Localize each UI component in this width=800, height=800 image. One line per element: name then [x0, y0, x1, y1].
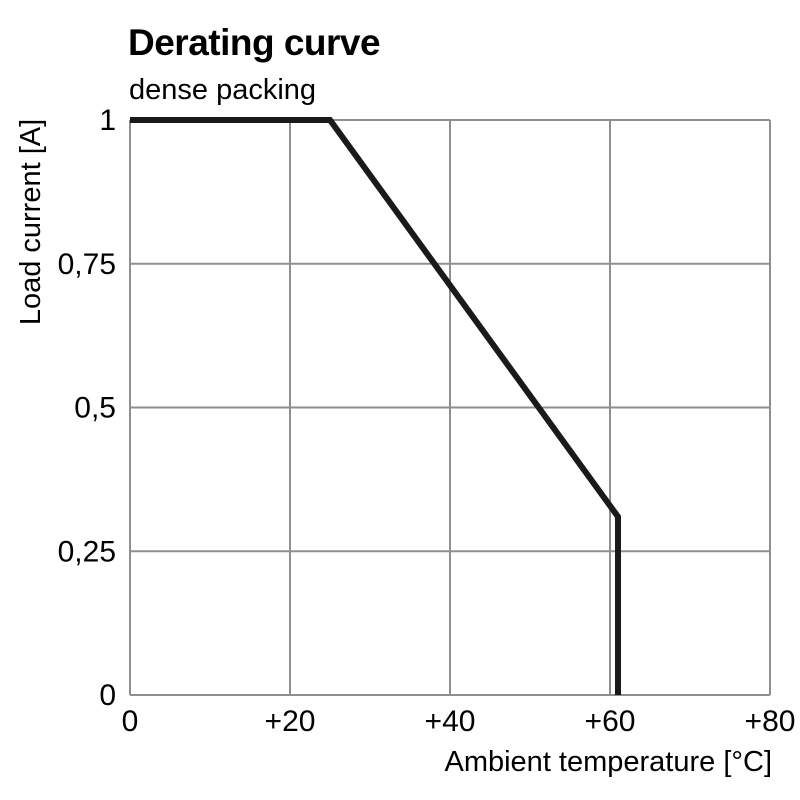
x-tick-label: 0: [122, 705, 139, 738]
x-tick-label: +60: [585, 705, 636, 738]
derating-curve: [130, 117, 621, 695]
y-tick-label: 0: [99, 679, 116, 712]
x-tick-label: +20: [265, 705, 316, 738]
x-tick-label: +80: [745, 705, 796, 738]
x-tick-label: +40: [425, 705, 476, 738]
chart-subtitle: dense packing: [129, 74, 317, 106]
x-axis-label: Ambient temperature [°C]: [444, 746, 772, 778]
chart-title: Derating curve: [128, 22, 381, 63]
y-tick-label: 0,5: [74, 392, 116, 425]
y-tick-label: 0,25: [58, 535, 116, 568]
y-axis-label: Load current [A]: [15, 119, 47, 325]
y-tick-label: 1: [99, 104, 116, 137]
y-tick-label: 0,75: [58, 248, 116, 281]
